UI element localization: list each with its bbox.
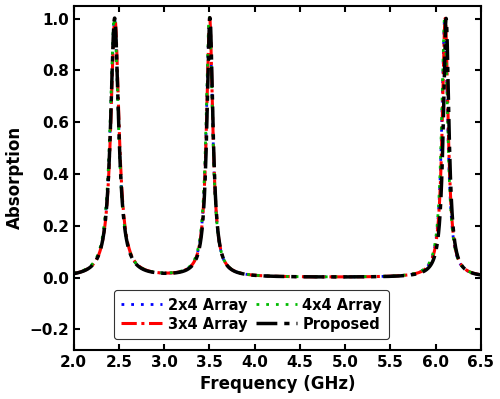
4x4 Array [471,271,477,276]
4x4 Array [331,275,337,279]
Line: 2x4 Array: 2x4 Array [74,18,481,277]
2x4 Array [206,15,212,20]
Proposed [70,271,76,276]
Y-axis label: Absorption: Absorption [6,126,24,229]
3x4 Array [206,15,212,20]
3x4 Array [392,274,398,279]
Proposed [180,269,186,274]
3x4 Array [320,275,326,279]
X-axis label: Frequency (GHz): Frequency (GHz) [200,375,355,393]
Proposed [326,275,332,279]
4x4 Array [392,273,398,278]
Line: 3x4 Array: 3x4 Array [74,18,481,277]
Proposed [207,16,213,20]
Line: 4x4 Array: 4x4 Array [74,18,481,277]
4x4 Array [320,275,326,279]
2x4 Array [70,271,76,276]
3x4 Array [70,271,76,276]
2x4 Array [332,275,338,279]
4x4 Array [326,275,332,279]
2x4 Array [320,275,326,279]
Proposed [478,273,484,277]
4x4 Array [478,273,484,277]
4x4 Array [180,268,186,273]
3x4 Array [94,256,100,261]
2x4 Array [392,274,398,279]
3x4 Array [180,269,186,273]
2x4 Array [180,269,186,273]
3x4 Array [326,275,332,279]
Legend: 2x4 Array, 3x4 Array, 4x4 Array, Proposed: 2x4 Array, 3x4 Array, 4x4 Array, Propose… [114,290,390,339]
2x4 Array [326,275,332,279]
Line: Proposed: Proposed [74,18,481,277]
4x4 Array [94,254,100,259]
Proposed [334,275,340,279]
2x4 Array [471,271,477,276]
3x4 Array [471,271,477,276]
Proposed [94,256,100,261]
3x4 Array [332,275,338,279]
Proposed [320,275,326,279]
Proposed [471,271,477,276]
4x4 Array [70,271,76,276]
4x4 Array [206,15,212,20]
Proposed [392,274,398,279]
2x4 Array [94,255,100,260]
2x4 Array [478,273,484,277]
3x4 Array [478,273,484,277]
